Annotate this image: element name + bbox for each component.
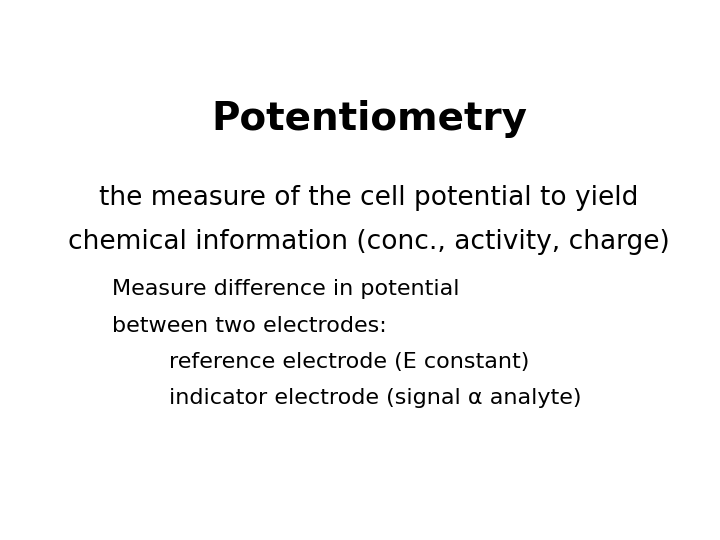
Text: the measure of the cell potential to yield: the measure of the cell potential to yie… (99, 185, 639, 211)
Text: Measure difference in potential: Measure difference in potential (112, 279, 460, 299)
Text: chemical information (conc., activity, charge): chemical information (conc., activity, c… (68, 228, 670, 254)
Text: indicator electrode (signal α analyte): indicator electrode (signal α analyte) (112, 388, 582, 408)
Text: Potentiometry: Potentiometry (211, 100, 527, 138)
Text: reference electrode (E constant): reference electrode (E constant) (112, 352, 530, 372)
Text: between two electrodes:: between two electrodes: (112, 315, 387, 335)
